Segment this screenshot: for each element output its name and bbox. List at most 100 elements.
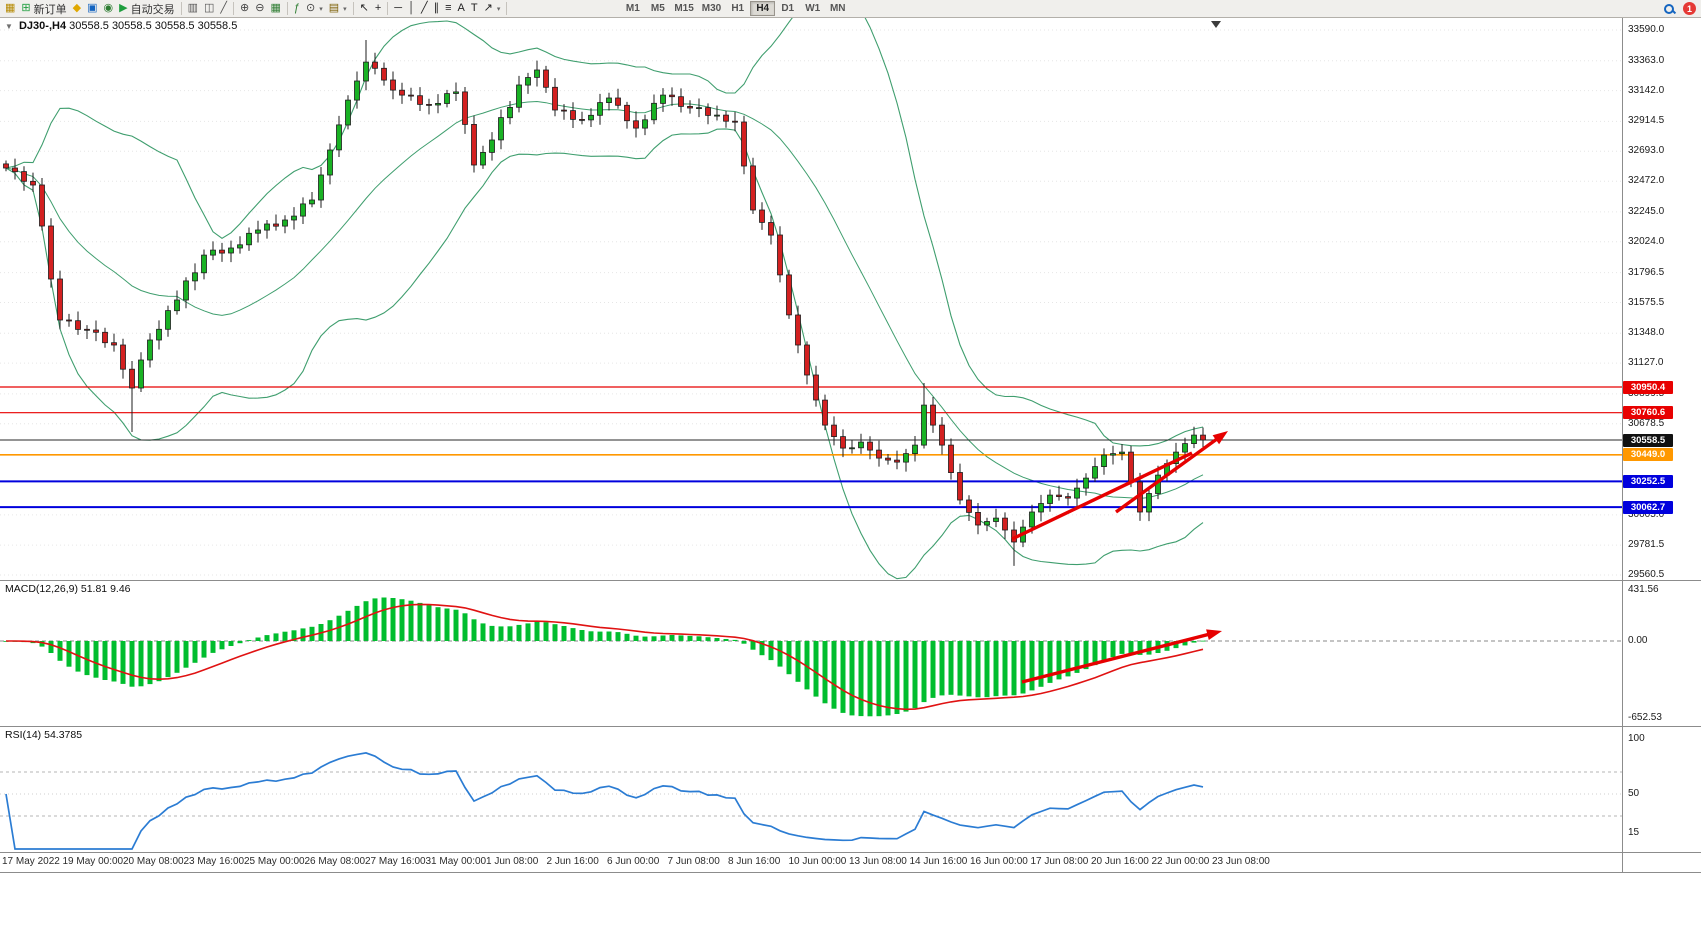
- timeframe-m30[interactable]: M30: [698, 1, 725, 16]
- macd-signal-value: 9.46: [110, 583, 131, 595]
- price-tick-label: 30005.0: [1628, 508, 1665, 520]
- new-chart-icon: ▦: [5, 2, 16, 14]
- price-tick-label: 31796.5: [1628, 266, 1665, 278]
- timeframe-d1[interactable]: D1: [775, 1, 800, 16]
- autotrading-button[interactable]: ▶ 自动交易: [116, 1, 177, 17]
- price-tick-label: 32693.0: [1628, 145, 1665, 157]
- timeframe-group: M1 M5 M15 M30 H1 H4 D1 W1 MN: [620, 1, 850, 16]
- indicators-icon[interactable]: ƒ: [291, 1, 303, 17]
- equidistant-channel-icon: ∥: [433, 2, 440, 14]
- templates-icon[interactable]: ▤ ▾: [326, 1, 350, 17]
- time-axis-label: 7 Jun 08:00: [667, 856, 720, 867]
- macd-tick-label: -652.53: [1628, 712, 1662, 723]
- panel-separator: [0, 852, 1701, 853]
- price-tick-label: 31348.0: [1628, 327, 1665, 339]
- timeframe-m1[interactable]: M1: [620, 1, 645, 16]
- timeframe-mn[interactable]: MN: [825, 1, 850, 16]
- price-tick-label: 32914.5: [1628, 115, 1665, 127]
- arrows-tool-icon: ↗: [483, 2, 493, 14]
- panel-separator[interactable]: [0, 726, 1701, 727]
- price-axis[interactable]: 33590.0 33363.0 33142.0 32914.5 32693.0 32472…: [1622, 18, 1701, 872]
- horizontal-line-icon[interactable]: ─: [391, 1, 405, 17]
- zoom-in-icon[interactable]: ⊕: [237, 1, 252, 17]
- price-tag: 30062.7: [1623, 500, 1673, 514]
- timeframe-w1[interactable]: W1: [800, 1, 825, 16]
- crosshair-icon[interactable]: +: [372, 1, 384, 17]
- cursor-icon: ↖: [359, 2, 369, 14]
- ohlc-values: 30558.5 30558.5 30558.5 30558.5: [69, 20, 238, 32]
- macd-tick-label: 431.56: [1628, 584, 1659, 595]
- crosshair-icon: +: [374, 2, 382, 14]
- toolbar-separator: [352, 2, 354, 15]
- price-tick-label: 30678.5: [1628, 417, 1665, 429]
- time-axis-label: 13 Jun 08:00: [849, 856, 907, 867]
- macd-panel: MACD(12,26,9) 51.81 9.46: [0, 581, 1622, 726]
- toolbar-separator: [180, 2, 182, 15]
- main-chart-panel: ▼ DJ30-,H4 30558.5 30558.5 30558.5 30558…: [0, 18, 1622, 580]
- rsi-canvas[interactable]: [0, 727, 1622, 852]
- price-chart-canvas[interactable]: [0, 18, 1622, 580]
- trendline-icon: ╱: [420, 2, 428, 14]
- bar-chart-icon[interactable]: ▥: [185, 1, 201, 17]
- rsi-value: 54.3785: [44, 729, 83, 741]
- tile-windows-icon[interactable]: ▦: [267, 1, 283, 17]
- periods-icon[interactable]: ⊙ ▾: [303, 1, 326, 17]
- time-axis-label: 8 Jun 16:00: [728, 856, 781, 867]
- autotrading-icon: ▶: [119, 2, 128, 14]
- price-tick-label: 32024.0: [1628, 235, 1665, 247]
- time-axis-label: 17 Jun 08:00: [1030, 856, 1089, 867]
- timeframe-m5[interactable]: M5: [645, 1, 670, 16]
- vertical-line-icon[interactable]: │: [405, 1, 418, 17]
- price-tick-label: 32245.0: [1628, 205, 1665, 217]
- new-order-button-label: 新订单: [33, 3, 67, 16]
- time-axis-label: 16 Jun 00:00: [970, 856, 1028, 867]
- price-tag: 30760.6: [1623, 406, 1673, 420]
- rsi-tick-label: 50: [1628, 788, 1640, 799]
- time-axis-label: 2 Jun 16:00: [546, 856, 599, 867]
- macd-value: 51.81: [80, 583, 108, 595]
- time-axis-label: 31 May 00:00: [425, 856, 487, 867]
- macd-canvas[interactable]: [0, 581, 1622, 726]
- community-icon[interactable]: ◉: [101, 1, 117, 17]
- arrows-tool-icon[interactable]: ↗ ▾: [481, 1, 504, 17]
- trendline-icon[interactable]: ╱: [418, 1, 431, 17]
- time-axis-label: 26 May 08:00: [304, 856, 366, 867]
- candlestick-chart-icon[interactable]: ◫: [201, 1, 217, 17]
- price-tick-label: 33142.0: [1628, 84, 1665, 96]
- fibonacci-icon[interactable]: ≡: [442, 1, 454, 17]
- time-axis-label: 17 May 2022: [2, 856, 60, 867]
- equidistant-channel-icon[interactable]: ∥: [431, 1, 443, 17]
- zoom-in-icon: ⊕: [240, 2, 250, 14]
- symbol-period-label: DJ30-,H4: [18, 20, 67, 32]
- zoom-out-icon[interactable]: ⊖: [252, 1, 267, 17]
- price-tag: 30950.4: [1623, 380, 1673, 394]
- line-chart-icon[interactable]: ╱: [217, 1, 230, 17]
- new-chart-icon[interactable]: ▦: [2, 1, 18, 17]
- text-tool-icon[interactable]: A: [455, 1, 468, 17]
- price-tick-label: 29560.5: [1628, 569, 1665, 580]
- toolbar-buttons: ▦ ⊞ 新订单 ◆ ▣ ◉ ▶ 自动交易 ▥ ◫ ╱ ⊕ ⊖ ▦ ƒ ⊙ ▾ ▤ ▾ ↖ + ─ │ ╱ ∥ ≡ A T ↗ ▾: [2, 1, 510, 17]
- cursor-icon[interactable]: ↖: [357, 1, 372, 17]
- candlestick-chart-icon: ◫: [203, 2, 215, 14]
- timeframe-h4[interactable]: H4: [750, 1, 776, 16]
- notification-badge[interactable]: 1: [1683, 2, 1696, 15]
- timeframe-m15[interactable]: M15: [670, 1, 697, 16]
- search-button[interactable]: [1660, 1, 1678, 17]
- market-icon[interactable]: ▣: [84, 1, 100, 17]
- panel-separator[interactable]: [0, 580, 1701, 581]
- chart-title: ▼ DJ30-,H4 30558.5 30558.5 30558.5 30558…: [5, 20, 237, 32]
- time-axis-label: 20 Jun 16:00: [1091, 856, 1149, 867]
- new-order-button[interactable]: ⊞ 新订单: [18, 1, 69, 17]
- time-axis[interactable]: 17 May 2022 19 May 00:00 20 May 08:00 23 Ma…: [0, 853, 1622, 872]
- toolbar-separator: [286, 2, 288, 15]
- panel-separator: [0, 872, 1701, 873]
- toolbar-separator: [233, 2, 235, 15]
- community-icon: ◉: [103, 2, 114, 14]
- one-click-trading-toggle[interactable]: ▼: [5, 22, 13, 31]
- rsi-label: RSI(14) 54.3785: [5, 729, 83, 741]
- macd-label: MACD(12,26,9) 51.81 9.46: [5, 583, 131, 595]
- timeframe-h1[interactable]: H1: [725, 1, 750, 16]
- metaeditor-icon[interactable]: ◆: [70, 1, 84, 17]
- label-tool-icon[interactable]: T: [468, 1, 481, 17]
